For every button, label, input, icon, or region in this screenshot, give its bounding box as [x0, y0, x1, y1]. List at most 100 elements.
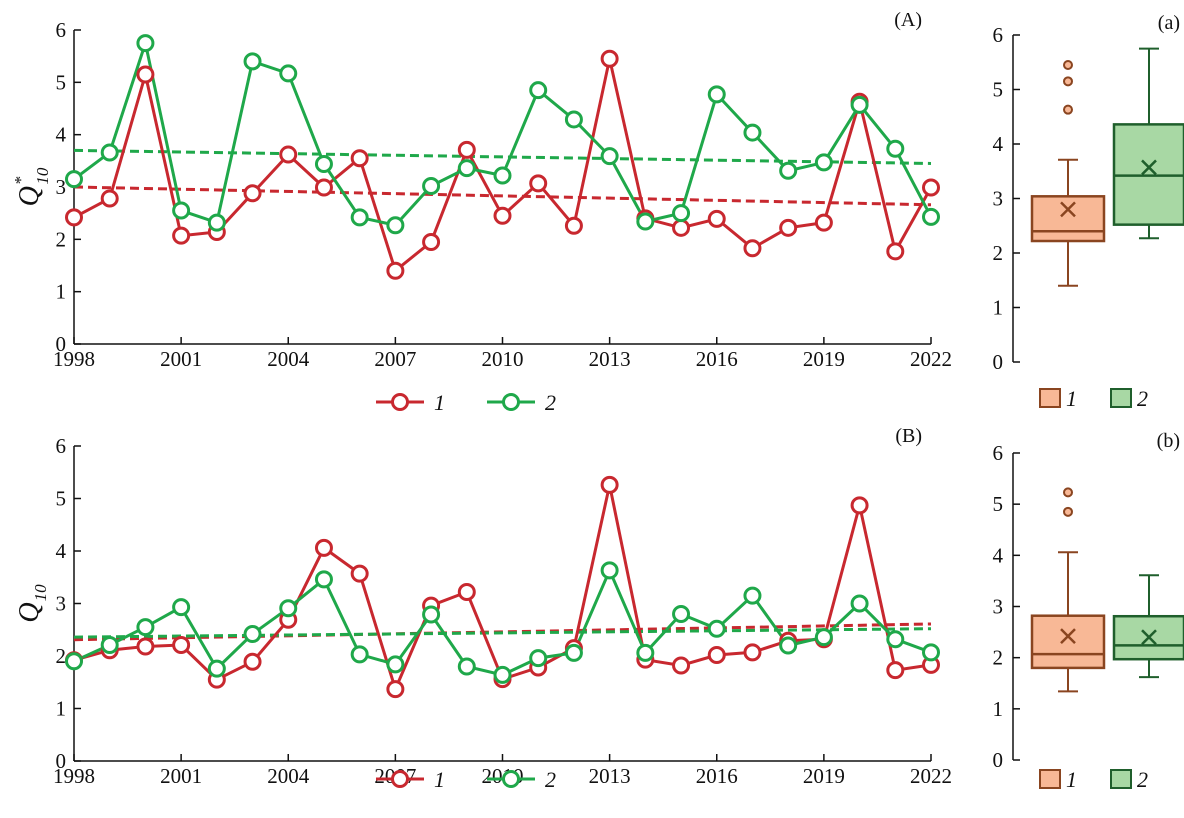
- box-legend-swatch-1: [1039, 388, 1061, 408]
- y-tick-label: 2: [56, 644, 67, 668]
- y-tick-label: 6: [993, 441, 1004, 465]
- series-1-point: [100, 189, 119, 208]
- box-1-mean-marker: [1060, 628, 1076, 645]
- series-1-point: [386, 680, 405, 699]
- series-2-point: [850, 594, 869, 613]
- series-2-point: [457, 159, 476, 178]
- y-axis-label: Q10: [14, 584, 50, 623]
- x-tick-label: 2001: [160, 764, 202, 788]
- y-tick-label: 0: [993, 748, 1004, 772]
- series-2-point: [65, 652, 83, 671]
- box-legend-label-1: 1: [1066, 386, 1077, 411]
- y-axis-label-sup: *: [11, 176, 30, 185]
- legend-marker-series-1: [391, 393, 409, 411]
- x-tick-label: 2016: [696, 764, 738, 788]
- box-1-iqr: [1030, 614, 1106, 670]
- y-tick-label: 5: [993, 78, 1004, 102]
- series-2-point: [136, 618, 155, 637]
- series-2-point: [636, 212, 655, 231]
- box-legend-label-1: 1: [1066, 767, 1077, 792]
- series-2-point: [350, 645, 369, 664]
- series-2-point: [707, 619, 726, 638]
- series-1-point: [136, 65, 155, 84]
- x-tick-label: 2016: [696, 347, 738, 371]
- panel-B-line-chart: 0123456199820012004200720102013201620192…: [14, 425, 952, 788]
- series-1-point: [529, 174, 548, 193]
- box-legend-swatch-2: [1110, 388, 1132, 408]
- series-1-point: [922, 178, 940, 197]
- series-2-point: [243, 624, 262, 643]
- y-tick-label: 5: [56, 70, 67, 94]
- series-1-point: [600, 475, 619, 494]
- series-1-point: [707, 209, 726, 228]
- legend-label-series-1: 1: [434, 767, 445, 792]
- y-tick-label: 0: [56, 332, 67, 356]
- box-1-outlier: [1063, 104, 1073, 115]
- legend-label-series-1: 1: [434, 390, 445, 415]
- series-2-point: [493, 665, 512, 684]
- series-2-point: [564, 643, 583, 662]
- series-1-point: [814, 213, 833, 232]
- x-tick-label: 2007: [374, 347, 416, 371]
- panel-label: (B): [895, 425, 922, 447]
- series-2-point: [564, 110, 583, 129]
- x-tick-label: 2013: [589, 347, 631, 371]
- series-2-point: [243, 52, 262, 71]
- series-1-point: [672, 218, 691, 237]
- series-1-point: [172, 226, 191, 245]
- series-1-line: [73, 484, 932, 694]
- legend-marker-series-2: [502, 770, 520, 788]
- series-2-point: [636, 643, 655, 662]
- y-tick-label: 4: [56, 539, 67, 563]
- series-2-point: [136, 34, 155, 53]
- series-1-point: [886, 242, 905, 261]
- box-2-iqr: [1112, 614, 1184, 661]
- y-axis-label-main: Q: [14, 602, 45, 622]
- series-2-point: [886, 139, 905, 158]
- series-2-point: [672, 204, 691, 223]
- panel-label: (b): [1157, 430, 1180, 452]
- y-tick-label: 6: [56, 434, 67, 458]
- series-2-point: [529, 81, 548, 100]
- series-2-point: [814, 153, 833, 172]
- series-2-point: [457, 657, 476, 676]
- series-2-point: [172, 598, 191, 617]
- series-2-point: [493, 166, 512, 185]
- y-tick-label: 0: [993, 350, 1004, 374]
- series-2-point: [529, 649, 548, 668]
- x-tick-label: 2022: [910, 764, 952, 788]
- series-2-point: [314, 154, 333, 173]
- x-tick-label: 2004: [267, 764, 310, 788]
- x-tick-label: 2019: [803, 347, 845, 371]
- series-1-point: [600, 49, 619, 68]
- y-tick-label: 4: [56, 123, 67, 147]
- series-2-point: [422, 605, 441, 624]
- series-2-point: [743, 586, 762, 605]
- series-1-point: [279, 145, 298, 164]
- panel-A-line-chart: 0 1 2 3 4 5 6 1998 2001 2004 2007 2010 2013 2016 2019 2…: [11, 9, 952, 371]
- box-2-mean-marker: [1141, 629, 1157, 646]
- series-2-point: [672, 605, 691, 623]
- series-2-point: [386, 216, 405, 235]
- series-2-point: [207, 213, 226, 232]
- box-1-outlier: [1063, 487, 1073, 498]
- series-2-point: [886, 630, 905, 649]
- box-legend-swatch-2: [1110, 769, 1132, 789]
- series-1-point: [779, 218, 798, 237]
- series-1-point: [172, 635, 191, 654]
- legends: 1 2 1 2 1 2 1 2: [376, 386, 1148, 792]
- trend-line-series-1: [73, 185, 932, 207]
- series-2-point: [386, 655, 405, 674]
- box-legend-label-2: 2: [1137, 767, 1148, 792]
- y-tick-label: 4: [993, 132, 1004, 156]
- trend-line-series-2: [73, 627, 932, 639]
- series-1-point: [850, 496, 869, 515]
- series-2-point: [350, 208, 369, 227]
- y-tick-label: 3: [56, 175, 67, 199]
- series-2-point: [65, 170, 83, 189]
- box-legend-label-2: 2: [1137, 386, 1148, 411]
- series-2-point: [922, 207, 940, 226]
- y-tick-label: 3: [56, 592, 67, 616]
- x-tick-label: 2010: [482, 347, 524, 371]
